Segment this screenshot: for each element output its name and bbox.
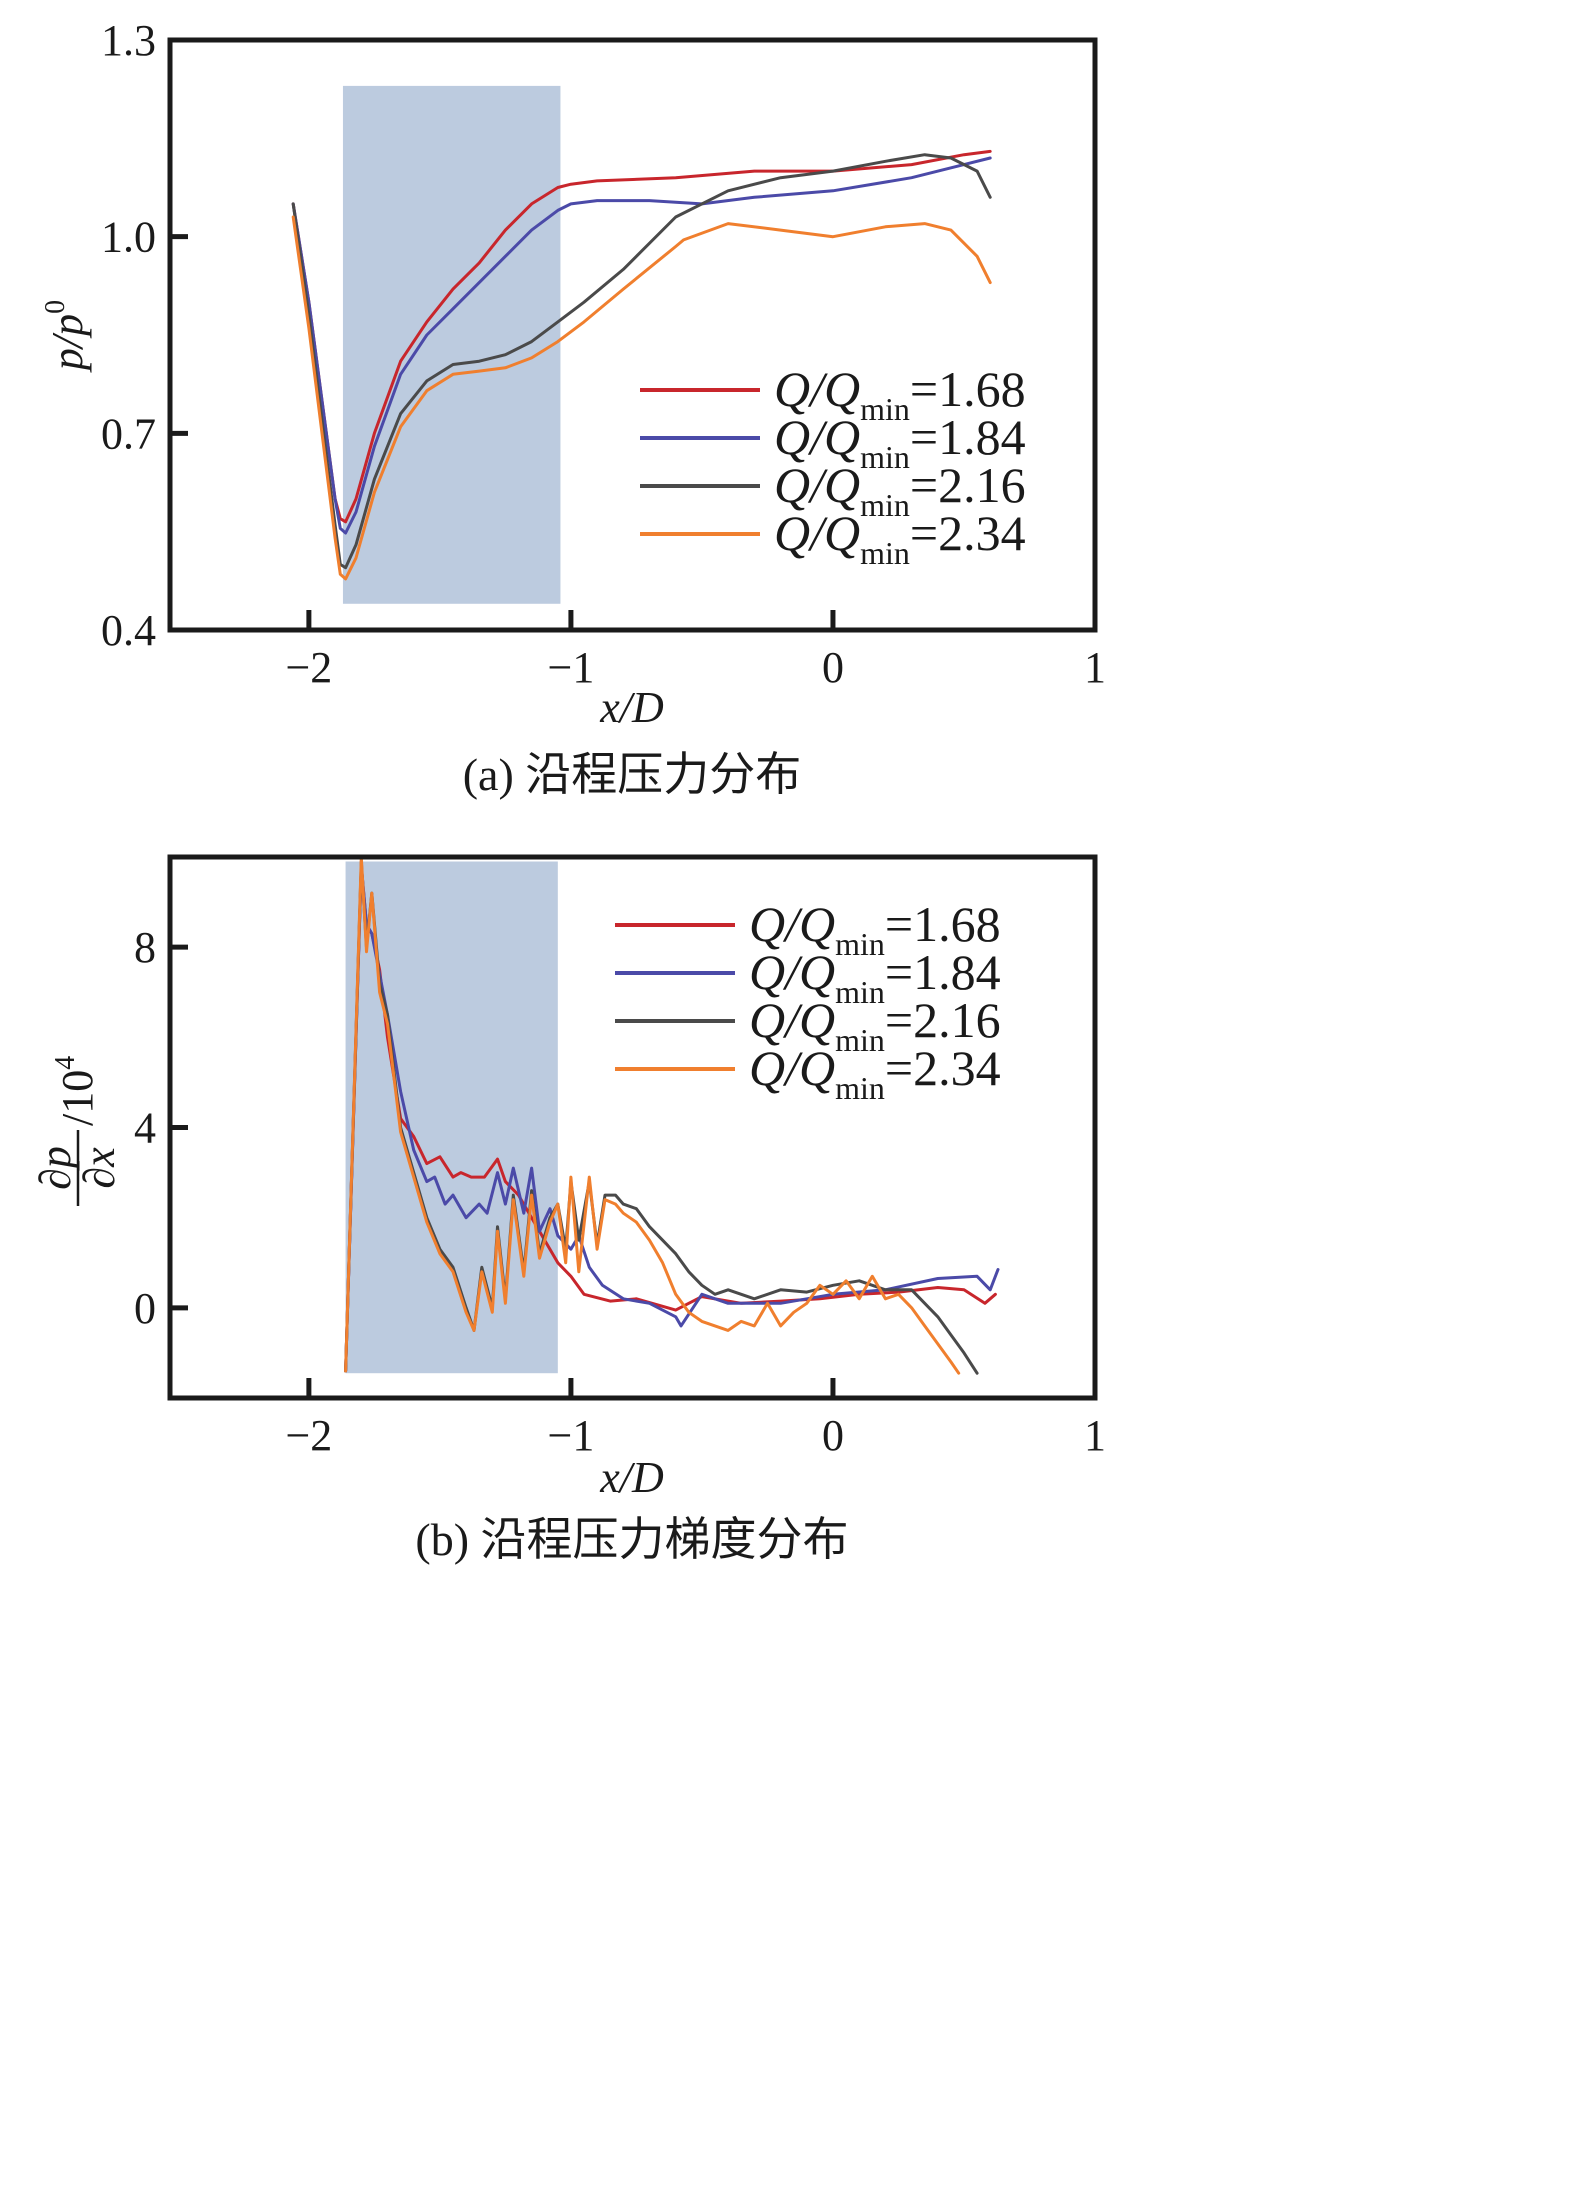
series-line-1_84 bbox=[344, 864, 1000, 1373]
plot-frame bbox=[167, 37, 1098, 633]
legend-label: Q/Qmin=1.68 bbox=[774, 361, 1026, 427]
legend-label-value: =1.68 bbox=[910, 361, 1026, 417]
legend-label-value: =1.68 bbox=[885, 896, 1001, 952]
y-tick-label: 1.3 bbox=[101, 16, 156, 65]
x-tick-label: 1 bbox=[1084, 643, 1106, 692]
y-axis-label: p/p0 bbox=[40, 300, 92, 373]
y-axis-label: ∂p ∂x /104 bbox=[31, 1056, 124, 1206]
y-tick-label: 0 bbox=[134, 1284, 156, 1333]
y-axis-label-denominator: ∂x bbox=[75, 1147, 124, 1189]
legend-label-q: Q/Q bbox=[749, 992, 835, 1048]
x-tick-label: 0 bbox=[822, 643, 844, 692]
x-axis-ticks: −2 −1 0 1 bbox=[285, 610, 1106, 692]
y-tick-label: 0.7 bbox=[101, 409, 156, 458]
legend-label-value: =1.84 bbox=[910, 409, 1026, 465]
legend-label-q: Q/Q bbox=[774, 457, 860, 513]
legend-label-subscript: min bbox=[860, 487, 910, 523]
legend-label-q: Q/Q bbox=[749, 944, 835, 1000]
legend-label-q: Q/Q bbox=[774, 361, 860, 417]
x-axis-ticks: −2 −1 0 1 bbox=[285, 1378, 1106, 1460]
y-axis-label-numerator: ∂p bbox=[31, 1146, 80, 1190]
legend-label-value: =2.34 bbox=[910, 505, 1026, 561]
legend-label: Q/Qmin=1.84 bbox=[774, 409, 1026, 475]
legend-label: Q/Qmin=1.68 bbox=[749, 896, 1001, 962]
y-tick-label: 1.0 bbox=[101, 213, 156, 262]
series-line-2_34 bbox=[344, 855, 961, 1375]
legend-item: Q/Qmin=1.68 bbox=[615, 896, 1001, 962]
x-axis-label: x/D bbox=[599, 1453, 664, 1502]
y-axis-label-superscript: 4 bbox=[50, 1056, 81, 1070]
legend-label-value: =1.84 bbox=[885, 944, 1001, 1000]
series-line-2_34 bbox=[291, 215, 992, 581]
legend-label-subscript: min bbox=[860, 391, 910, 427]
y-tick-label: 8 bbox=[134, 923, 156, 972]
y-axis-ticks: 0.4 0.7 1.0 1.3 bbox=[101, 16, 188, 655]
legend-item: Q/Qmin=1.84 bbox=[640, 409, 1026, 475]
x-tick-label: −2 bbox=[285, 1411, 332, 1460]
legend-item: Q/Qmin=1.84 bbox=[615, 944, 1001, 1010]
x-tick-label: 0 bbox=[822, 1411, 844, 1460]
legend: Q/Qmin=1.68Q/Qmin=1.84Q/Qmin=2.16Q/Qmin=… bbox=[640, 361, 1026, 571]
legend-label-q: Q/Q bbox=[774, 409, 860, 465]
series-line-2_16 bbox=[291, 153, 992, 570]
legend-label: Q/Qmin=1.84 bbox=[749, 944, 1001, 1010]
legend-label-subscript: min bbox=[860, 535, 910, 571]
legend-label-value: =2.34 bbox=[885, 1040, 1001, 1096]
y-axis-label-suffix: /10 bbox=[53, 1070, 102, 1126]
y-axis-label-unit: /104 bbox=[50, 1056, 102, 1126]
legend-label-value: =2.16 bbox=[910, 457, 1026, 513]
legend-label: Q/Qmin=2.34 bbox=[774, 505, 1026, 571]
x-tick-label: −2 bbox=[285, 643, 332, 692]
series-lines bbox=[344, 855, 1000, 1375]
legend-item: Q/Qmin=1.68 bbox=[640, 361, 1026, 427]
panel-b-pressure-gradient-distribution: 048 −2 −1 0 1 Q/Qmin=1.68Q/Qmin=1.84Q/Qmin=… bbox=[31, 854, 1106, 1565]
legend-label-subscript: min bbox=[835, 974, 885, 1010]
x-tick-label: −1 bbox=[548, 643, 595, 692]
legend-label: Q/Qmin=2.16 bbox=[774, 457, 1026, 523]
legend-label-subscript: min bbox=[835, 1022, 885, 1058]
legend-label-q: Q/Q bbox=[774, 505, 860, 561]
x-tick-label: −1 bbox=[548, 1411, 595, 1460]
legend-label-q: Q/Q bbox=[749, 1040, 835, 1096]
y-axis-label-main: p/p bbox=[43, 314, 92, 373]
y-axis-label-superscript: 0 bbox=[40, 300, 71, 314]
legend-item: Q/Qmin=2.16 bbox=[640, 457, 1026, 523]
legend-item: Q/Qmin=2.34 bbox=[640, 505, 1026, 571]
y-tick-label: 0.4 bbox=[101, 606, 156, 655]
panel-caption: (b) 沿程压力梯度分布 bbox=[415, 1514, 848, 1565]
legend-label-value: =2.16 bbox=[885, 992, 1001, 1048]
legend-label-subscript: min bbox=[835, 926, 885, 962]
series-line-1_84 bbox=[291, 156, 992, 535]
legend: Q/Qmin=1.68Q/Qmin=1.84Q/Qmin=2.16Q/Qmin=… bbox=[615, 896, 1001, 1106]
legend-label: Q/Qmin=2.34 bbox=[749, 1040, 1001, 1106]
legend-label-q: Q/Q bbox=[749, 896, 835, 952]
y-tick-label: 4 bbox=[134, 1104, 156, 1153]
legend-label-subscript: min bbox=[860, 439, 910, 475]
panel-a-pressure-distribution: 0.40.71.01.3 −2 −1 0 1 Q/Qmin=1.68Q/Qmin=1.… bbox=[40, 16, 1106, 800]
legend-item: Q/Qmin=2.16 bbox=[615, 992, 1001, 1058]
legend-label: Q/Qmin=2.16 bbox=[749, 992, 1001, 1058]
shaded-region bbox=[345, 861, 558, 1374]
x-tick-label: 1 bbox=[1084, 1411, 1106, 1460]
panel-caption: (a) 沿程压力分布 bbox=[463, 749, 802, 800]
legend-label-subscript: min bbox=[835, 1070, 885, 1106]
series-lines bbox=[291, 149, 992, 581]
y-axis-ticks: 0 4 8 bbox=[134, 923, 188, 1333]
x-axis-label: x/D bbox=[599, 683, 664, 732]
legend-item: Q/Qmin=2.34 bbox=[615, 1040, 1001, 1106]
